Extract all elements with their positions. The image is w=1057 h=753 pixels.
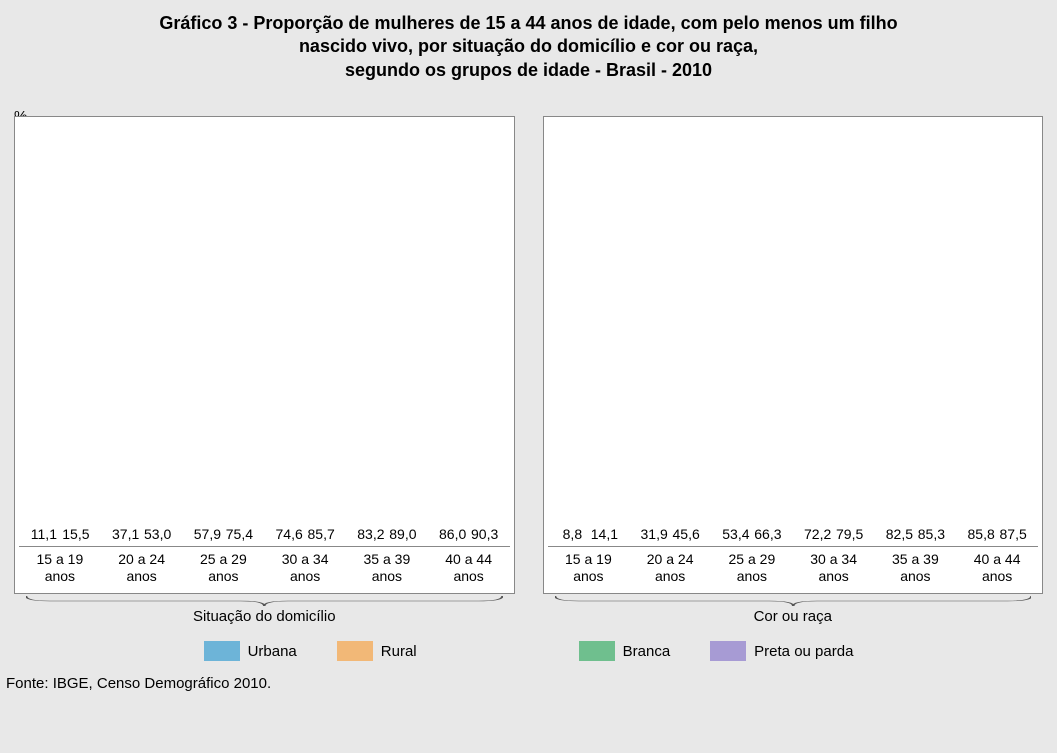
panel-label: Situação do domicílio (14, 608, 515, 625)
x-tick-label: 30 a 34anos (270, 551, 340, 585)
bar-value-label: 72,2 (804, 526, 831, 542)
x-tick-label: 15 a 19anos (553, 551, 623, 585)
bar-value-label: 8,8 (563, 526, 582, 542)
panel-bracket (555, 596, 1032, 606)
bar-value-label: 85,7 (308, 526, 335, 542)
legend-swatch (337, 641, 373, 661)
bar-value-label: 15,5 (62, 526, 89, 542)
x-tick-label: 40 a 44anos (434, 551, 504, 585)
legend-item: Urbana (204, 641, 297, 661)
legend-label: Branca (623, 643, 671, 660)
bar-value-label: 53,0 (144, 526, 171, 542)
x-tick-label: 40 a 44anos (962, 551, 1032, 585)
bar-value-label: 85,8 (968, 526, 995, 542)
legend-group: Branca Preta ou parda (579, 641, 854, 661)
bar-value-label: 90,3 (471, 526, 498, 542)
title-line-2: nascido vivo, por situação do domicílio … (299, 36, 758, 56)
legend-label: Rural (381, 643, 417, 660)
x-tick-label: 15 a 19anos (25, 551, 95, 585)
legend-label: Preta ou parda (754, 643, 853, 660)
bar-value-label: 86,0 (439, 526, 466, 542)
legend-item: Branca (579, 641, 671, 661)
x-tick-label: 25 a 29anos (717, 551, 787, 585)
legend-item: Preta ou parda (710, 641, 853, 661)
legend-group: Urbana Rural (204, 641, 417, 661)
x-tick-label: 30 a 34anos (799, 551, 869, 585)
x-tick-label: 35 a 39anos (352, 551, 422, 585)
legend: Urbana Rural Branca Preta ou parda (0, 641, 1057, 661)
title-line-3: segundo os grupos de idade - Brasil - 20… (345, 60, 712, 80)
legend-item: Rural (337, 641, 417, 661)
bar-value-label: 14,1 (591, 526, 618, 542)
x-tick-label: 20 a 24anos (107, 551, 177, 585)
bar-value-label: 85,3 (918, 526, 945, 542)
bar-value-label: 87,5 (1000, 526, 1027, 542)
legend-swatch (579, 641, 615, 661)
chart-panel: 11,1 15,5 37,1 53,0 57,9 75,4 74,6 85,7 83,2 89,0… (14, 116, 515, 594)
legend-swatch (710, 641, 746, 661)
bar-value-label: 75,4 (226, 526, 253, 542)
legend-label: Urbana (248, 643, 297, 660)
bar-value-label: 45,6 (673, 526, 700, 542)
x-tick-label: 35 a 39anos (880, 551, 950, 585)
bar-value-label: 57,9 (194, 526, 221, 542)
bar-value-label: 53,4 (722, 526, 749, 542)
bar-value-label: 83,2 (357, 526, 384, 542)
panel-bracket (26, 596, 503, 606)
bar-value-label: 74,6 (276, 526, 303, 542)
x-tick-label: 25 a 29anos (188, 551, 258, 585)
bar-value-label: 79,5 (836, 526, 863, 542)
bar-value-label: 82,5 (886, 526, 913, 542)
x-tick-label: 20 a 24anos (635, 551, 705, 585)
bar-value-label: 66,3 (754, 526, 781, 542)
legend-swatch (204, 641, 240, 661)
bar-value-label: 37,1 (112, 526, 139, 542)
bar-value-label: 89,0 (389, 526, 416, 542)
title-line-1: Gráfico 3 - Proporção de mulheres de 15 … (159, 13, 897, 33)
chart-panels-row: 11,1 15,5 37,1 53,0 57,9 75,4 74,6 85,7 83,2 89,0… (0, 116, 1057, 625)
bar-value-label: 11,1 (31, 526, 57, 542)
panel-label: Cor ou raça (543, 608, 1044, 625)
bar-value-label: 31,9 (641, 526, 668, 542)
chart-title: Gráfico 3 - Proporção de mulheres de 15 … (0, 0, 1057, 90)
chart-panel: 8,8 14,1 31,9 45,6 53,4 66,3 72,2 79,5 82,5 85,3 8… (543, 116, 1044, 594)
source-text: Fonte: IBGE, Censo Demográfico 2010. (0, 661, 1057, 692)
